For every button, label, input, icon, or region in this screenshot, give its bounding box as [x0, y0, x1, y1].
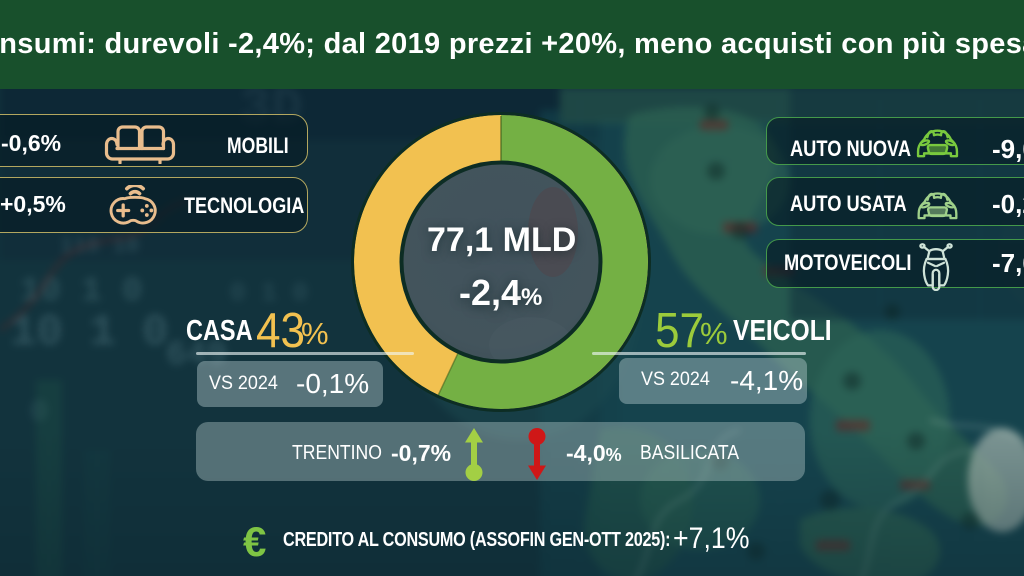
- svg-text:0: 0: [30, 396, 48, 430]
- svg-text:10 1 0: 10 1 0: [10, 308, 168, 358]
- svg-text:0 1 0: 0 1 0: [230, 278, 308, 308]
- svg-text:10 1 0: 10 1 0: [20, 273, 142, 311]
- svg-text:649: 649: [166, 337, 227, 375]
- svg-text:110 10: 110 10: [60, 234, 139, 259]
